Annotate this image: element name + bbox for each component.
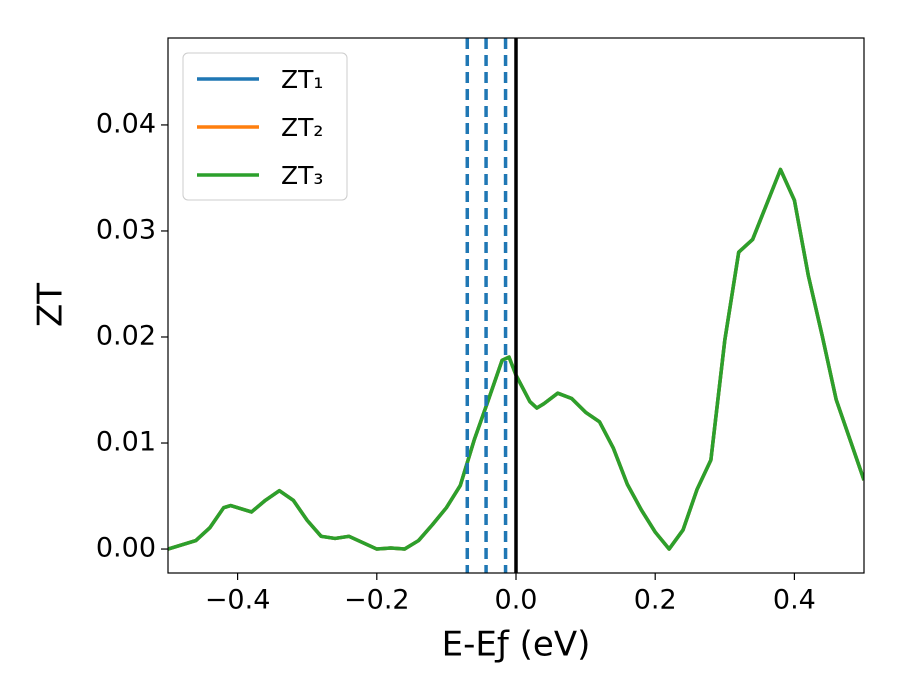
y-axis-label: ZT [31, 283, 71, 327]
y-tick-label: 0.01 [96, 427, 156, 458]
x-tick-label: 0.4 [773, 585, 816, 616]
x-tick-label: −0.4 [205, 585, 271, 616]
legend-label: ZT₁ [281, 65, 323, 94]
x-tick-label: 0.0 [495, 585, 538, 616]
y-tick-label: 0.03 [96, 214, 156, 245]
y-tick-label: 0.02 [96, 320, 156, 351]
legend-label: ZT₂ [281, 113, 323, 142]
x-axis-label: E-Eƒ (eV) [442, 625, 591, 665]
plot-area [168, 38, 864, 573]
series-line [168, 167, 864, 551]
x-tick-label: −0.2 [344, 585, 410, 616]
plot-frame [167, 37, 865, 574]
legend-label: ZT₃ [281, 161, 323, 190]
y-tick-label: 0.00 [96, 533, 156, 564]
legend-box [182, 52, 348, 201]
x-tick-label: 0.2 [634, 585, 677, 616]
y-tick-label: 0.04 [96, 108, 156, 139]
